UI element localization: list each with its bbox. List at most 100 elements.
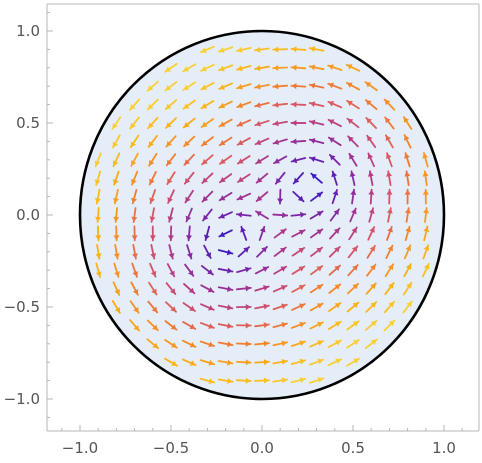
field-arrow: [421, 262, 430, 278]
field-arrow: [346, 339, 360, 349]
field-arrow: [272, 284, 288, 293]
field-arrow: [309, 283, 324, 294]
field-arrow: [308, 64, 325, 71]
field-arrow: [290, 157, 307, 164]
field-arrow: [146, 319, 159, 332]
field-arrow: [129, 98, 141, 111]
field-arrow: [184, 189, 194, 204]
field-arrow: [328, 302, 342, 312]
field-arrow: [365, 301, 378, 313]
field-arrow: [254, 83, 270, 90]
field-arrow: [386, 188, 393, 205]
field-arrow: [328, 136, 342, 147]
field-arrow: [309, 228, 324, 239]
y-tick-label: 0.0: [16, 206, 40, 224]
field-arrow: [349, 170, 356, 186]
field-arrow: [385, 134, 394, 149]
field-arrow: [201, 154, 214, 166]
field-arrow: [147, 116, 159, 130]
field-arrow: [165, 117, 177, 129]
field-arrow: [403, 263, 412, 278]
field-arrow: [203, 225, 211, 242]
field-arrow: [402, 116, 413, 130]
field-arrow: [111, 300, 121, 314]
field-arrow: [94, 188, 101, 205]
field-arrow: [256, 245, 268, 258]
field-arrow: [329, 227, 341, 240]
field-arrow: [254, 322, 270, 329]
y-tick-label: 0.5: [16, 114, 40, 132]
field-arrow: [147, 300, 159, 314]
field-arrow: [404, 152, 411, 168]
field-arrow: [258, 225, 266, 241]
field-arrow: [309, 340, 324, 348]
field-arrow: [290, 83, 307, 90]
field-arrow: [167, 207, 174, 223]
field-arrow: [113, 225, 120, 242]
field-arrow: [95, 225, 102, 242]
field-arrow: [113, 188, 119, 205]
field-arrow: [235, 359, 252, 366]
field-arrow: [290, 211, 307, 218]
field-arrow: [402, 281, 413, 296]
field-arrow: [217, 322, 234, 329]
field-arrow: [131, 225, 138, 242]
field-arrow: [167, 189, 175, 204]
field-arrow: [254, 285, 270, 292]
tick-labels: −1.0 −0.5 0.0 0.5 1.0 1.0 0.5 0.0 −0.5 −1.0: [4, 22, 456, 457]
field-arrow: [327, 82, 343, 90]
field-arrow: [328, 246, 341, 258]
field-arrow: [181, 358, 197, 366]
field-arrow: [219, 173, 233, 184]
field-arrow: [218, 100, 233, 109]
field-arrow: [366, 263, 377, 277]
field-arrow: [309, 156, 325, 163]
field-arrow: [112, 134, 121, 149]
field-arrow: [201, 172, 214, 184]
field-arrow: [292, 190, 305, 203]
field-arrow: [164, 320, 178, 331]
field-arrow: [185, 207, 193, 223]
field-arrow: [404, 207, 411, 223]
field-arrow: [165, 153, 177, 167]
field-arrow: [290, 138, 307, 145]
field-arrow: [235, 285, 252, 292]
field-arrow: [328, 264, 341, 276]
field-arrow: [200, 45, 215, 54]
field-arrow: [347, 245, 359, 259]
field-arrow: [274, 171, 286, 185]
field-arrow: [403, 134, 412, 149]
field-arrow: [331, 170, 338, 186]
field-arrow: [146, 80, 159, 92]
field-arrow: [166, 171, 176, 186]
field-arrow: [290, 377, 307, 384]
field-arrow: [130, 281, 139, 296]
field-arrow: [273, 246, 287, 257]
field-arrow: [218, 192, 233, 202]
field-arrow: [327, 64, 343, 71]
y-tick-label: −0.5: [4, 298, 40, 316]
field-arrow: [217, 249, 234, 256]
field-arrow: [218, 229, 233, 238]
field-arrow: [186, 244, 193, 260]
field-arrow: [349, 207, 357, 223]
field-arrow: [184, 263, 195, 277]
field-arrow: [348, 226, 358, 241]
field-arrow: [150, 244, 157, 260]
field-arrow: [291, 229, 306, 238]
field-arrow: [272, 46, 289, 53]
field-arrow: [165, 301, 177, 313]
field-arrow: [130, 152, 139, 167]
field-arrow: [254, 377, 270, 384]
field-arrow: [111, 116, 122, 130]
field-arrow: [200, 100, 215, 110]
field-arrow: [199, 359, 215, 366]
field-arrow: [329, 208, 340, 222]
field-arrow: [218, 46, 234, 53]
field-arrow: [240, 225, 248, 241]
field-arrow: [235, 303, 252, 310]
field-arrow: [236, 83, 252, 90]
x-tick-label: 0.0: [250, 439, 274, 457]
field-arrow: [254, 119, 270, 127]
